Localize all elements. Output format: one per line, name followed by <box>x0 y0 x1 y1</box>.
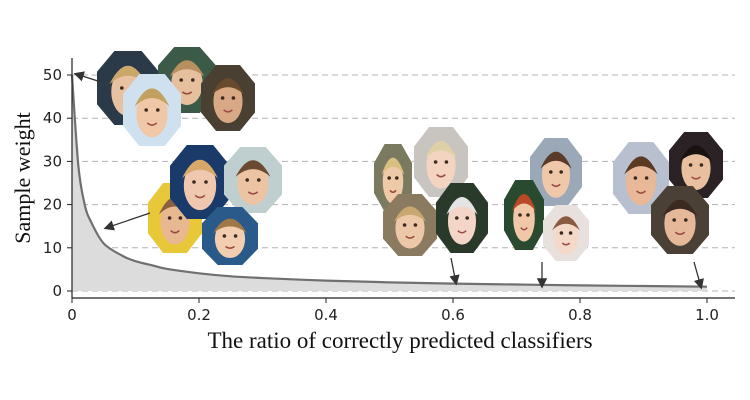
x-tick-label: 1.0 <box>695 306 719 324</box>
face-photo <box>383 194 437 256</box>
face-photo <box>123 74 181 146</box>
face-photo <box>504 180 544 250</box>
x-tick-label: 0.8 <box>568 306 592 324</box>
y-tick-label: 30 <box>43 152 62 170</box>
face-photo <box>414 127 468 197</box>
axes <box>71 58 735 299</box>
area-fill <box>72 75 707 291</box>
face-photo <box>669 132 723 198</box>
x-tick-label: 0.6 <box>441 306 465 324</box>
plot-area <box>70 74 708 291</box>
y-tick-label: 0 <box>52 282 62 300</box>
x-axis-label: The ratio of correctly predicted classif… <box>207 328 592 353</box>
annotation-arrow <box>449 257 460 286</box>
face-photo <box>170 145 230 219</box>
face-photo <box>436 183 488 253</box>
annotation-arrow <box>73 71 102 83</box>
face-annotations <box>73 47 723 290</box>
face-photo <box>543 205 589 261</box>
face-photo <box>201 65 255 131</box>
series-line <box>70 74 708 288</box>
y-tick-label: 10 <box>43 239 62 257</box>
y-tick-label: 40 <box>43 109 62 127</box>
x-tick-label: 0.4 <box>314 306 338 324</box>
tick-labels: 0 0.2 0.4 0.6 0.8 1.0 0 10 20 30 40 50 <box>43 66 719 324</box>
y-tick-label: 50 <box>43 66 62 84</box>
x-tick-label: 0 <box>67 306 77 324</box>
y-tick-label: 20 <box>43 196 62 214</box>
face-photo <box>202 207 258 265</box>
face-photo <box>651 186 709 254</box>
annotation-arrow <box>103 212 151 231</box>
annotation-arrow <box>693 261 704 290</box>
face-photo <box>613 142 669 214</box>
x-tick-label: 0.2 <box>187 306 211 324</box>
face-photo <box>224 147 282 213</box>
y-axis-label: Sample weight <box>10 112 35 243</box>
face-photo <box>530 138 582 206</box>
